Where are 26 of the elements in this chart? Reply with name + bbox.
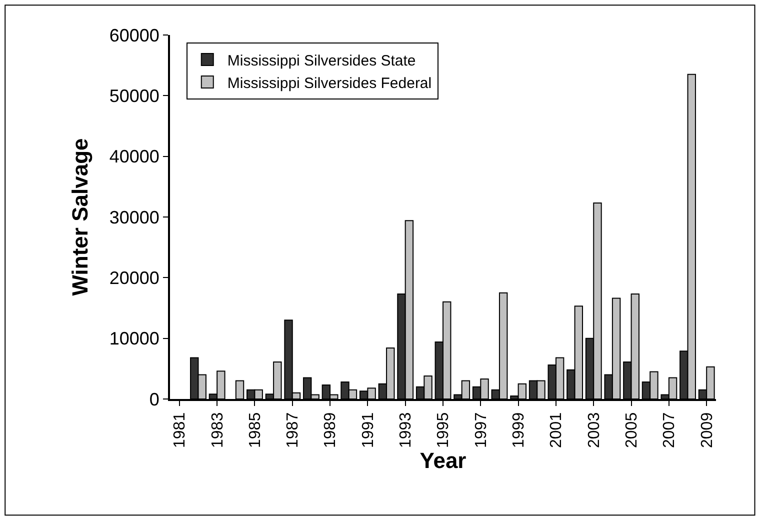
x-tick-label: 1995	[435, 412, 452, 448]
x-tick-label: 2009	[698, 412, 716, 448]
y-axis-title: Winter Salvage	[68, 138, 93, 296]
y-tick-label: 30000	[109, 207, 160, 228]
y-tick-label: 40000	[109, 146, 160, 167]
x-tick-label: 2003	[586, 412, 603, 448]
y-tick-label: 10000	[109, 328, 160, 349]
x-tick-label: 1987	[284, 412, 302, 448]
y-tick-label: 20000	[109, 268, 160, 288]
x-tick-label: 1993	[398, 412, 415, 448]
x-axis-title: Year	[420, 448, 467, 473]
x-tick-label: 1989	[322, 412, 340, 448]
y-tick-label: 0	[149, 389, 160, 410]
x-tick-label: 2005	[623, 412, 640, 448]
x-tick-label: 1981	[172, 412, 189, 448]
x-tick-label: 1983	[209, 412, 226, 448]
legend-label: Mississippi Silversides Federal	[227, 74, 432, 92]
y-tick-label: 50000	[109, 86, 160, 106]
x-tick-label: 1997	[472, 412, 490, 448]
x-tick-label: 2001	[548, 412, 566, 448]
y-tick-label: 60000	[109, 25, 160, 46]
x-tick-label: 2007	[661, 412, 678, 448]
x-tick-label: 1985	[246, 412, 264, 448]
legend-label: Mississippi Silversides State	[227, 52, 416, 70]
x-tick-label: 1991	[360, 412, 377, 448]
x-tick-label: 1999	[510, 412, 528, 448]
